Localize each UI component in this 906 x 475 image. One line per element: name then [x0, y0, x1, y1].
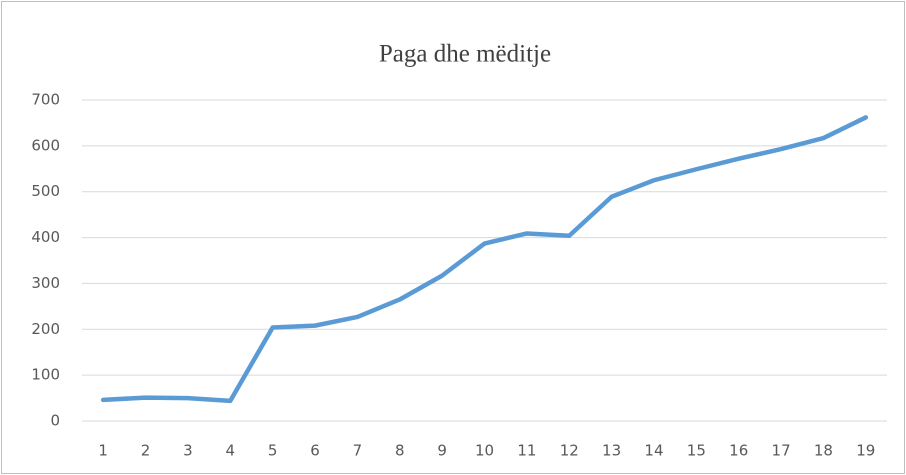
y-tick-label: 200	[31, 320, 60, 338]
data-line	[100, 115, 869, 404]
x-tick-label: 1	[98, 442, 108, 460]
x-tick-label: 4	[226, 442, 236, 460]
y-tick-label: 0	[50, 412, 60, 430]
x-tick-label: 8	[395, 442, 405, 460]
x-tick-label: 5	[268, 442, 278, 460]
x-tick-label: 17	[772, 442, 791, 460]
y-tick-label: 300	[31, 274, 60, 292]
x-tick-label: 14	[644, 442, 663, 460]
x-tick-label: 18	[814, 442, 833, 460]
x-tick-label: 11	[517, 442, 536, 460]
x-tick-label: 16	[729, 442, 748, 460]
y-tick-label: 700	[31, 91, 60, 109]
x-tick-label: 6	[310, 442, 320, 460]
x-tick-label: 13	[602, 442, 621, 460]
x-tick-label: 7	[353, 442, 363, 460]
x-tick-label: 3	[183, 442, 193, 460]
y-tick-label: 600	[31, 136, 60, 154]
x-tick-label: 10	[475, 442, 494, 460]
x-tick-label: 15	[687, 442, 706, 460]
y-tick-label: 100	[31, 366, 60, 384]
y-tick-label: 500	[31, 182, 60, 200]
x-tick-label: 12	[560, 442, 579, 460]
x-tick-label: 19	[856, 442, 875, 460]
x-tick-label: 2	[141, 442, 151, 460]
x-tick-label: 9	[437, 442, 447, 460]
y-tick-label: 400	[31, 228, 60, 246]
chart-title: Paga dhe mëditje	[379, 41, 551, 68]
